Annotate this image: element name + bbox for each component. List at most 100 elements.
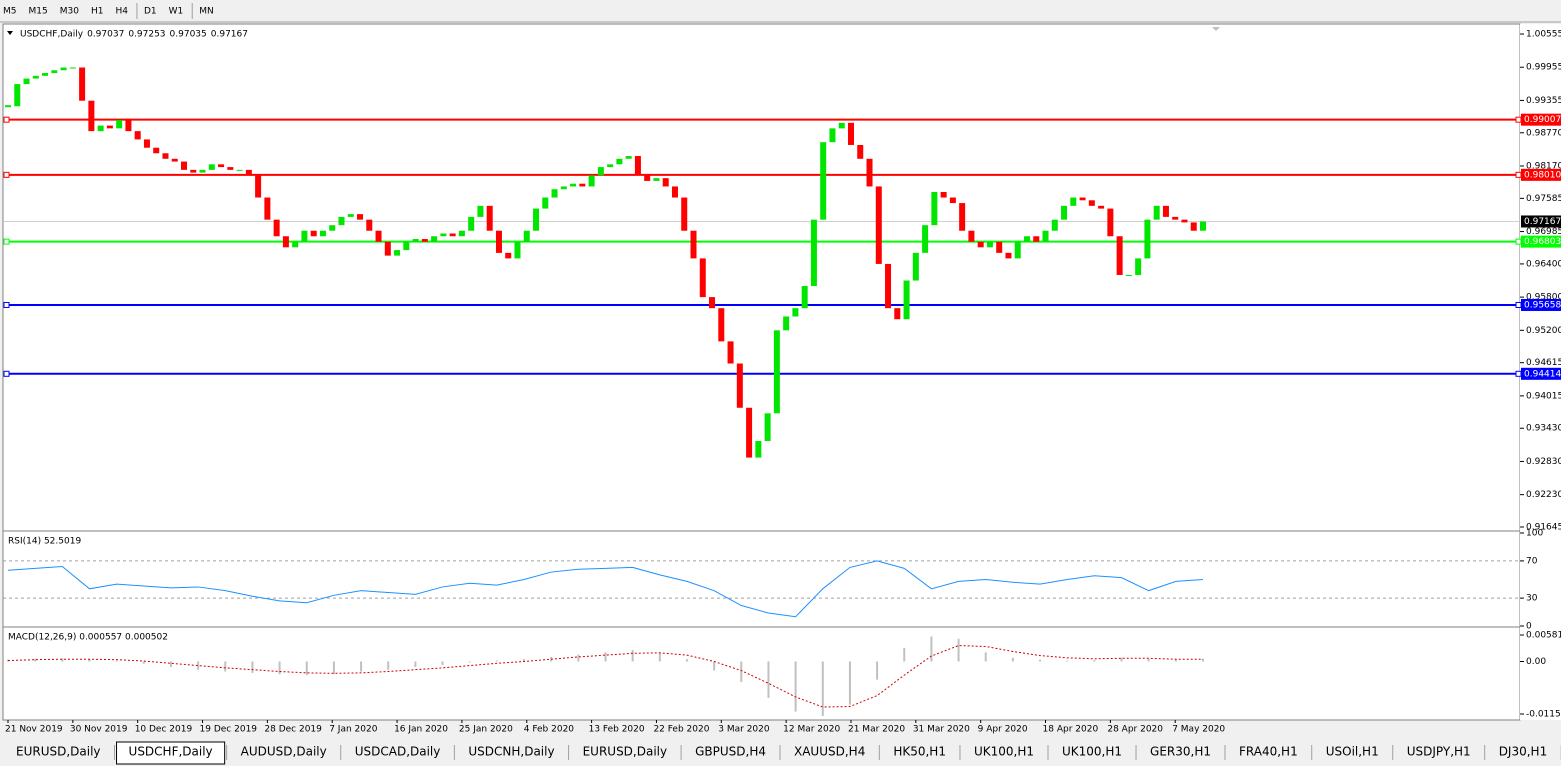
candle <box>347 214 354 217</box>
candle <box>282 236 289 248</box>
candle <box>810 219 817 287</box>
candle <box>42 73 49 76</box>
x-tick-label: 3 Mar 2020 <box>718 725 770 735</box>
tab-label[interactable]: USDJPY,H1 <box>1407 745 1471 759</box>
y-tick-label: 0.92230 <box>1526 490 1561 500</box>
tab[interactable] <box>570 742 680 764</box>
tab-label[interactable]: USDCAD,Daily <box>355 745 441 759</box>
candle <box>986 241 993 248</box>
candle <box>588 175 595 187</box>
candle <box>977 241 984 248</box>
tab-label[interactable]: USDCHF,Daily <box>129 745 213 759</box>
candle <box>171 158 178 162</box>
tab[interactable] <box>456 742 567 764</box>
candle <box>940 191 947 198</box>
candle <box>394 250 401 256</box>
tab[interactable] <box>1486 742 1560 764</box>
candle <box>681 197 688 231</box>
timeframe-button[interactable]: D1 <box>144 7 157 17</box>
candle <box>264 197 271 220</box>
y-tick-label: 0 <box>1526 622 1532 632</box>
candle <box>875 186 882 264</box>
candle <box>468 216 475 231</box>
tab-label[interactable]: EURUSD,Daily <box>16 745 101 759</box>
tab-label[interactable]: AUDUSD,Daily <box>241 745 327 759</box>
candle <box>1190 222 1197 231</box>
candle <box>597 167 604 176</box>
timeframe-button[interactable]: H4 <box>115 7 128 17</box>
candle <box>338 216 345 226</box>
candle <box>829 128 836 143</box>
tab[interactable] <box>4 742 113 764</box>
candle <box>310 230 317 237</box>
tab-label[interactable]: USOil,H1 <box>1326 745 1379 759</box>
candle <box>97 125 104 132</box>
candle <box>820 142 827 220</box>
tab-label[interactable]: FRA40,H1 <box>1239 745 1298 759</box>
tab[interactable] <box>1050 742 1135 764</box>
candle <box>634 156 641 176</box>
level-handle <box>1515 301 1522 308</box>
indicator-title: MACD(12,26,9) 0.000557 0.000502 <box>8 633 168 643</box>
candle <box>162 153 169 159</box>
x-tick-label: 7 Jan 2020 <box>329 725 377 735</box>
candle <box>885 263 892 309</box>
x-tick-label: 9 Apr 2020 <box>978 725 1028 735</box>
y-tick-label: 0.98170 <box>1526 161 1561 171</box>
timeframe-button[interactable]: W1 <box>169 7 184 17</box>
tab-label[interactable]: GER30,H1 <box>1150 745 1211 759</box>
level-handle <box>3 301 10 308</box>
candle <box>671 186 678 198</box>
candle <box>783 316 790 331</box>
x-tick-label: 7 May 2020 <box>1172 725 1225 735</box>
timeframe-button[interactable]: M5 <box>3 7 17 17</box>
candle <box>106 125 113 129</box>
tab[interactable] <box>1394 742 1483 764</box>
candle <box>412 239 419 242</box>
candle <box>51 70 58 74</box>
level-tag-label: 0.95658 <box>1524 300 1561 310</box>
timeframe-button[interactable]: H1 <box>91 7 104 17</box>
timeframe-button[interactable]: M15 <box>29 7 48 17</box>
tab-label[interactable]: USDCNH,Daily <box>468 745 554 759</box>
candle <box>375 230 382 242</box>
candle <box>255 175 262 198</box>
symbol-menu[interactable] <box>7 31 13 35</box>
tab[interactable] <box>961 742 1046 764</box>
tab-label[interactable]: UK100,H1 <box>974 745 1034 759</box>
x-tick-label: 30 Nov 2019 <box>70 725 128 735</box>
y-tick-label: 0.95800 <box>1526 293 1561 303</box>
tab-label[interactable]: EURUSD,Daily <box>583 745 668 759</box>
tab[interactable] <box>1313 742 1391 764</box>
tab-label[interactable]: GBPUSD,H4 <box>695 745 766 759</box>
candle <box>1144 219 1151 259</box>
candle <box>403 241 410 251</box>
candle <box>764 413 771 441</box>
tab-label[interactable]: XAUUSD,H4 <box>794 745 865 759</box>
level-handle <box>1515 116 1522 123</box>
tab-label[interactable]: HK50,H1 <box>893 745 946 759</box>
candle <box>736 363 743 408</box>
tab[interactable] <box>1138 742 1223 764</box>
y-tick-label: 0.94615 <box>1526 358 1561 368</box>
y-tick-label: 0.96985 <box>1526 227 1561 237</box>
tab[interactable] <box>116 741 226 765</box>
tab[interactable] <box>683 742 778 764</box>
candle <box>746 407 753 458</box>
tab[interactable] <box>228 742 339 764</box>
candle <box>227 167 234 170</box>
tab[interactable] <box>1227 742 1310 764</box>
timeframe-button[interactable]: MN <box>199 7 214 17</box>
y-tick-label: 0.97585 <box>1526 194 1561 204</box>
tab[interactable] <box>782 742 878 764</box>
tab-label[interactable]: DJ30,H1 <box>1499 745 1548 759</box>
y-tick-label: 0.95200 <box>1526 326 1561 336</box>
quote-value: 0.97167 <box>211 30 248 40</box>
tab-label[interactable]: UK100,H1 <box>1062 745 1122 759</box>
timeframe-button[interactable]: M30 <box>60 7 79 17</box>
tab[interactable] <box>881 742 958 764</box>
candle <box>718 308 725 342</box>
candle <box>801 286 808 309</box>
tab[interactable] <box>342 742 453 764</box>
